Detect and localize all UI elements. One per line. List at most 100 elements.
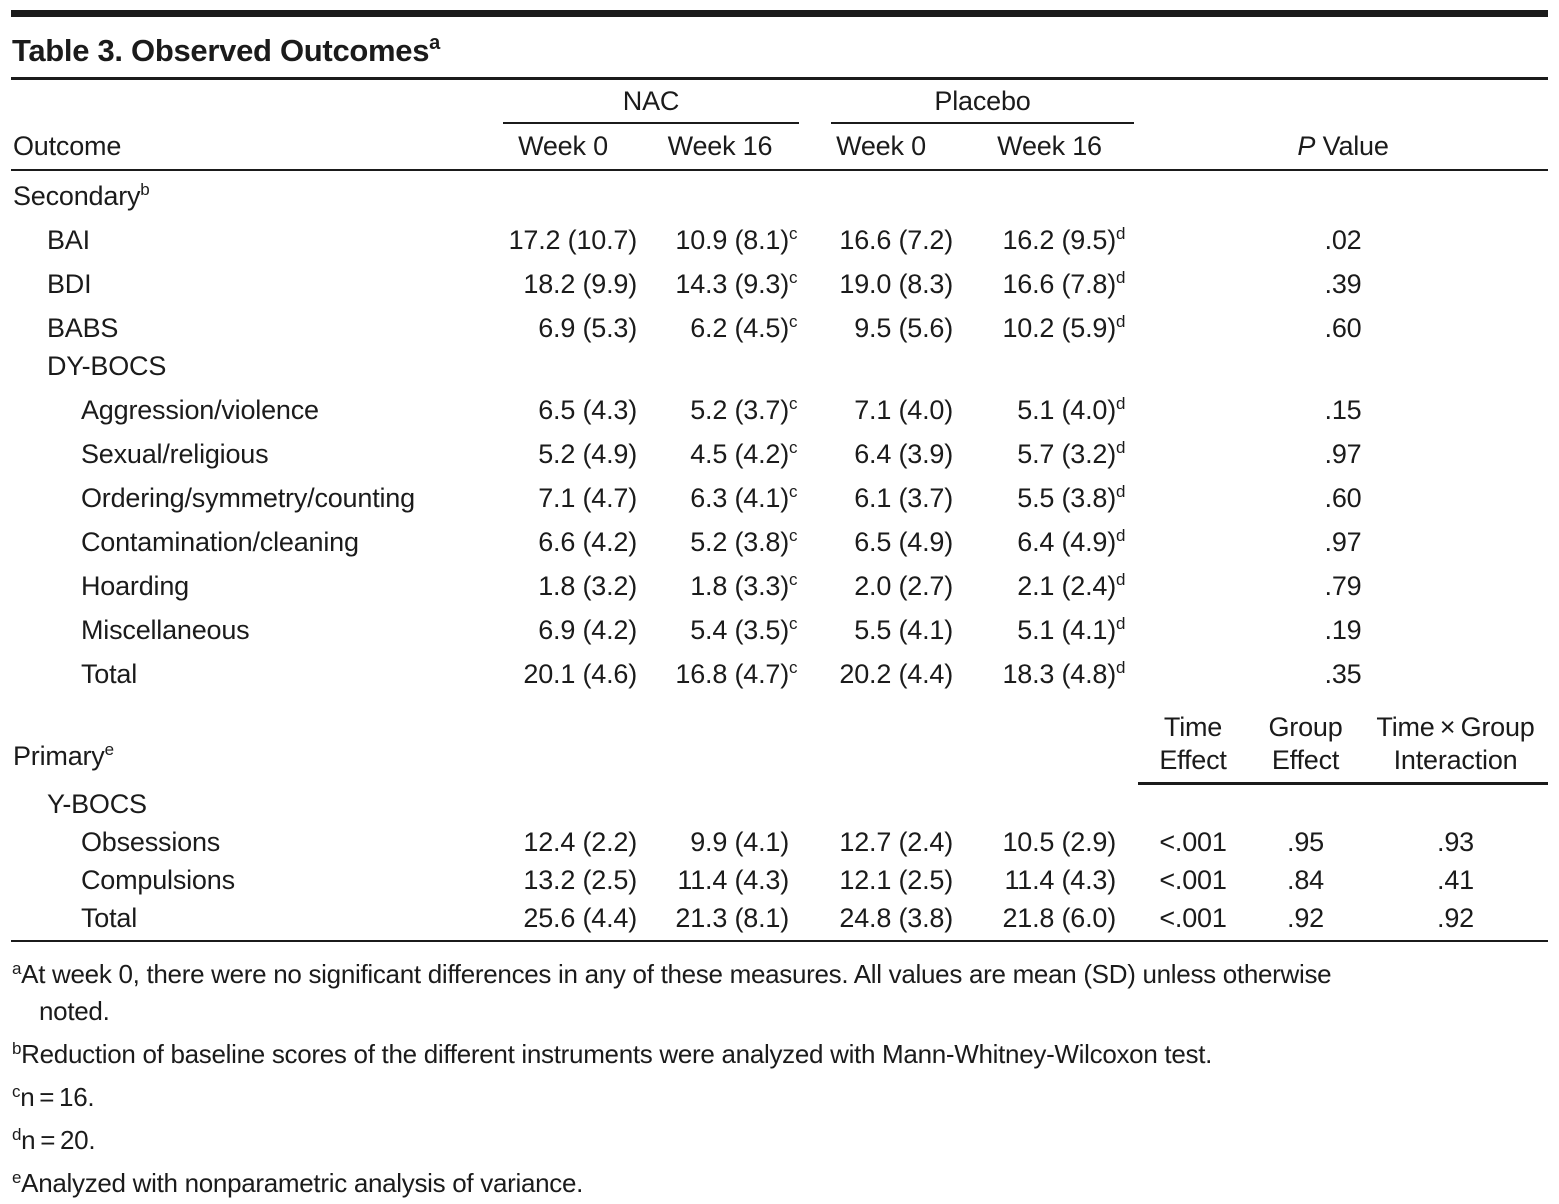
- value-cell: 12.4 (2.2): [523, 826, 637, 857]
- empty-cell: [801, 693, 961, 783]
- p-value-cell: .39: [1324, 269, 1362, 299]
- interaction-cell: .93: [1437, 826, 1474, 857]
- placebo-group-underline: Placebo: [831, 86, 1135, 124]
- placebo-week0-header: Week 0: [801, 124, 961, 171]
- effects-header-line1: Group: [1268, 711, 1343, 742]
- empty-cell: [487, 693, 639, 783]
- footnote-line: bReduction of baseline scores of the dif…: [12, 1030, 1548, 1073]
- value-cell: 11.4 (4.3): [1004, 864, 1117, 895]
- table-row: Total 25.6 (4.4) 21.3 (8.1) 24.8 (3.8) 21.8 …: [11, 898, 1549, 942]
- empty-header-cell: [11, 80, 487, 124]
- table-row: Primarye Time Effect Group Effect Time × Grou…: [11, 693, 1549, 785]
- p-value-cell: .02: [1324, 225, 1362, 255]
- p-value-word: Value: [1322, 131, 1389, 161]
- group-effect-cell: .84: [1287, 864, 1324, 895]
- table-row: Total 20.1 (4.6) 16.8 (4.7)c 20.2 (4.4) 18.3…: [11, 649, 1548, 693]
- row-label: BABS: [47, 313, 119, 343]
- footnote-marker: b: [12, 1038, 22, 1058]
- p-value-column-header: P Value: [1138, 124, 1549, 171]
- value-cell: 9.9 (4.1): [690, 826, 789, 857]
- value-cell: 5.1 (4.0)d: [1017, 394, 1126, 425]
- table-row: Ordering/symmetry/counting 7.1 (4.7) 6.3 (…: [11, 473, 1548, 517]
- row-label: Contamination/cleaning: [81, 527, 359, 557]
- footnote: cn = 16.: [12, 1073, 1548, 1116]
- table-row: BAI 17.2 (10.7) 10.9 (8.1)c 16.6 (7.2) 16.2 …: [11, 215, 1548, 259]
- value-cell: 6.4 (3.9): [854, 439, 953, 469]
- table-row: Contamination/cleaning 6.6 (4.2) 5.2 (3.8)…: [11, 517, 1548, 561]
- value-cell: 5.2 (3.8)c: [690, 526, 798, 557]
- value-cell: 11.4 (4.3): [677, 864, 789, 895]
- table-title: Table 3. Observed Outcomesa: [11, 17, 1548, 77]
- effects-header-line1: Time: [1163, 711, 1223, 742]
- effects-header-line2: Interaction: [1393, 744, 1518, 775]
- p-italic: P: [1297, 131, 1316, 161]
- row-label: Primarye: [13, 740, 114, 771]
- p-value-cell: .60: [1324, 483, 1362, 513]
- value-cell: 1.8 (3.3)c: [690, 570, 798, 601]
- empty-cell: [639, 693, 801, 783]
- p-value-cell: .60: [1324, 313, 1362, 343]
- effects-column-header: Time Effect: [1138, 693, 1249, 785]
- value-cell: 7.1 (4.0): [854, 395, 953, 425]
- table-row: Secondaryb: [11, 170, 1548, 215]
- footnote: bReduction of baseline scores of the dif…: [12, 1030, 1548, 1073]
- value-cell: 4.5 (4.2)c: [690, 438, 798, 469]
- value-cell: 19.0 (8.3): [839, 269, 953, 299]
- value-cell: 5.5 (3.8)d: [1017, 482, 1126, 513]
- table-title-footnote-marker: a: [429, 32, 440, 54]
- value-cell: 6.3 (4.1)c: [690, 482, 798, 513]
- nac-group-underline: NAC: [503, 86, 799, 124]
- footnote-marker: e: [104, 740, 114, 759]
- effects-column-header: Time × Group Interaction: [1363, 693, 1549, 785]
- table-row: Compulsions 13.2 (2.5) 11.4 (4.3) 12.1 (2.5…: [11, 861, 1548, 899]
- row-label: Secondaryb: [13, 180, 150, 211]
- value-cell: 6.9 (4.2): [538, 615, 637, 645]
- effects-column-header: Group Effect: [1248, 693, 1364, 785]
- value-cell: 24.8 (3.8): [801, 898, 961, 942]
- effects-header-line2: Effect: [1159, 744, 1227, 775]
- interaction-cell: .92: [1363, 898, 1549, 942]
- value-cell: 18.2 (9.9): [523, 269, 637, 299]
- row-label: Total: [11, 898, 487, 942]
- top-rule: [11, 10, 1548, 17]
- value-cell: 5.1 (4.1)d: [1017, 614, 1126, 645]
- value-cell: 6.4 (4.9)d: [1017, 526, 1126, 557]
- placebo-group-header: Placebo: [801, 80, 1138, 124]
- value-cell: 20.1 (4.6): [523, 659, 637, 689]
- value-cell: 16.6 (7.2): [839, 225, 953, 255]
- outcome-column-header: Outcome: [11, 124, 487, 171]
- value-cell: 7.1 (4.7): [538, 483, 637, 513]
- effects-header-line2: Effect: [1271, 744, 1340, 775]
- nac-group-label: NAC: [622, 86, 680, 116]
- footnote-text: At week 0, there were no significant dif…: [21, 958, 1332, 989]
- group-effect-cell: .95: [1287, 826, 1324, 857]
- table-row: Sexual/religious 5.2 (4.9) 4.5 (4.2)c 6.4 (…: [11, 429, 1548, 473]
- value-cell: 16.2 (9.5)d: [1002, 224, 1126, 255]
- value-cell: 5.4 (3.5)c: [690, 614, 798, 645]
- empty-cell: [961, 693, 1138, 783]
- group-header-row: NAC Placebo: [11, 80, 1548, 124]
- footnote: aAt week 0, there were no significant di…: [12, 950, 1548, 1030]
- value-cell: 2.0 (2.7): [854, 571, 953, 601]
- value-cell: 14.3 (9.3)c: [675, 268, 798, 299]
- time-effect-cell: <.001: [1159, 826, 1227, 857]
- value-cell: 20.2 (4.4): [839, 659, 953, 689]
- nac-week16-header: Week 16: [639, 124, 801, 171]
- value-cell: 6.5 (4.9): [854, 527, 953, 557]
- footnote-line: eAnalyzed with nonparametric analysis of…: [12, 1159, 1548, 1202]
- footnote: dn = 20.: [12, 1116, 1548, 1159]
- value-cell: 5.7 (3.2)d: [1017, 438, 1126, 469]
- table-row: DY-BOCS: [11, 347, 1548, 385]
- time-effect-cell: <.001: [1159, 864, 1227, 895]
- outcomes-table: NAC Placebo Outcome Week 0 Week 16 Week …: [11, 80, 1549, 942]
- value-cell: 21.8 (6.0): [961, 898, 1139, 942]
- footnote-line: cn = 16.: [12, 1073, 1548, 1116]
- table-row: Miscellaneous 6.9 (4.2) 5.4 (3.5)c 5.5 (4.1…: [11, 605, 1548, 649]
- row-label: Aggression/violence: [81, 395, 319, 425]
- footnote: eAnalyzed with nonparametric analysis of…: [12, 1159, 1548, 1202]
- value-cell: 10.2 (5.9)d: [1002, 312, 1126, 343]
- effects-header-line1: Time × Group: [1376, 711, 1535, 742]
- footnote-marker: e: [12, 1167, 22, 1187]
- table-row: BABS 6.9 (5.3) 6.2 (4.5)c 9.5 (5.6) 10.2 (5.…: [11, 303, 1548, 347]
